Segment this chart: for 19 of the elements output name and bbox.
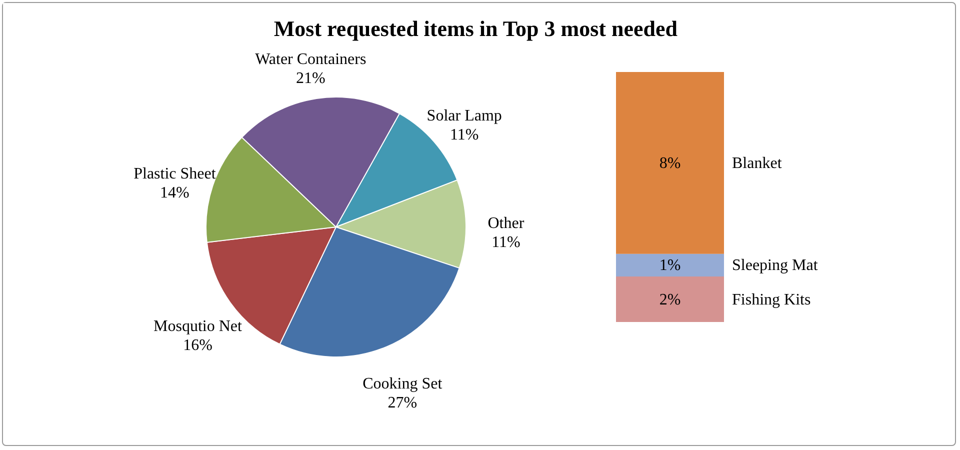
slice-label: Mosqutio Net <box>154 318 243 335</box>
slice-label: Solar Lamp <box>426 108 502 125</box>
data-label: 27% <box>388 394 418 412</box>
slice-label: Cooking Set <box>362 376 443 393</box>
data-label: 8% <box>659 154 681 172</box>
data-label: 14% <box>160 184 190 202</box>
data-label: 1% <box>659 257 681 274</box>
slice-label: Plastic Sheet <box>134 165 216 182</box>
data-label: 21% <box>296 70 326 87</box>
data-label: 11% <box>450 126 479 144</box>
data-label: 2% <box>659 291 681 308</box>
slice-label: Water Containers <box>255 50 366 68</box>
data-label: 16% <box>183 336 212 354</box>
chart-title: Most requested items in Top 3 most needed <box>274 16 678 41</box>
slice-label: Other <box>488 214 525 232</box>
series-label: Blanket <box>732 154 782 172</box>
data-label: 11% <box>492 234 520 251</box>
series-label: Sleeping Mat <box>732 257 818 274</box>
series-label: Fishing Kits <box>732 291 811 308</box>
